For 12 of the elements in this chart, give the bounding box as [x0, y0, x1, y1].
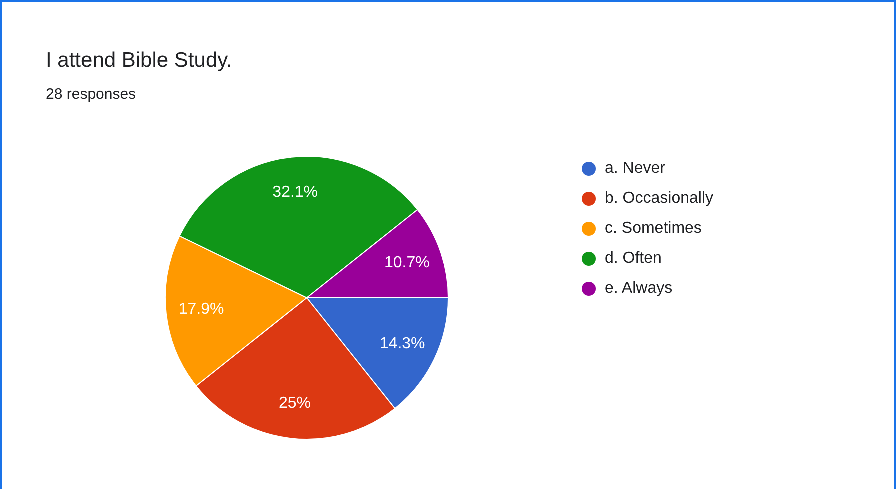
data-label: 10.7% — [384, 254, 430, 272]
data-label: 32.1% — [272, 184, 318, 201]
chart-subtitle: 28 responses — [46, 86, 136, 103]
legend-label: c. Sometimes — [605, 220, 702, 238]
legend-label: b. Occasionally — [605, 190, 714, 208]
chart-title: I attend Bible Study. — [46, 49, 232, 73]
legend-label: d. Often — [605, 250, 662, 268]
data-label: 25% — [279, 394, 312, 412]
legend-label: a. Never — [605, 160, 666, 178]
legend-label: e. Always — [605, 280, 673, 298]
data-label: 14.3% — [380, 335, 426, 352]
data-label: 17.9% — [178, 301, 224, 318]
